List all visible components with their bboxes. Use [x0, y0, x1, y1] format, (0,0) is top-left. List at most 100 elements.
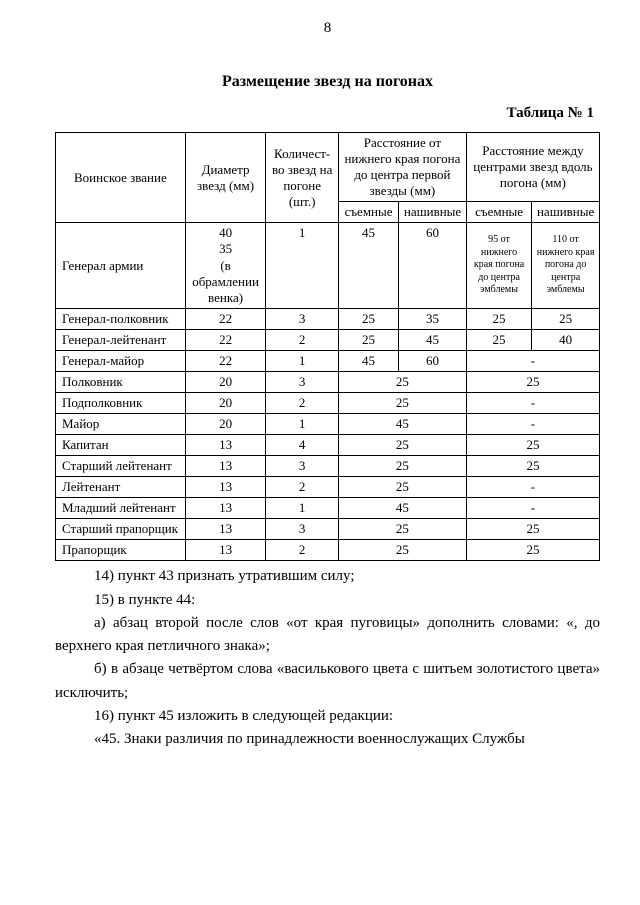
cell: 25 [466, 456, 599, 477]
cell-rank: Подполковник [56, 393, 186, 414]
body-text: 14) пункт 43 признать утратившим силу; 1… [55, 565, 600, 751]
cell-rank: Генерал-полковник [56, 309, 186, 330]
cell: 22 [185, 351, 266, 372]
diameter-multiline: 40 35 (в обрамлении венка) [190, 225, 262, 306]
col-rank: Воинское звание [56, 133, 186, 223]
table-label: Таблица № 1 [55, 105, 600, 122]
cell: 45 [338, 498, 466, 519]
cell-rank: Генерал армии [56, 223, 186, 309]
cell: 3 [266, 372, 339, 393]
cell: 25 [338, 309, 398, 330]
table-row: Младший лейтенант 13 1 45 - [56, 498, 600, 519]
cell: 1 [266, 498, 339, 519]
table-row: Генерал-лейтенант 22 2 25 45 25 40 [56, 330, 600, 351]
cell: 25 [338, 519, 466, 540]
cell: 13 [185, 456, 266, 477]
table-row: Старший лейтенант 13 3 25 25 [56, 456, 600, 477]
cell-rank: Капитан [56, 435, 186, 456]
cell: 25 [466, 540, 599, 561]
cell-rank: Лейтенант [56, 477, 186, 498]
cell-rank: Майор [56, 414, 186, 435]
table-row: Подполковник 20 2 25 - [56, 393, 600, 414]
cell: 25 [338, 477, 466, 498]
table-row: Генерал-полковник 22 3 25 35 25 25 [56, 309, 600, 330]
cell: 20 [185, 393, 266, 414]
paragraph: б) в абзаце четвёртом слова «васильковог… [55, 658, 600, 705]
col-dist-between: Расстояние между центрами звезд вдоль по… [466, 133, 599, 202]
cell: 2 [266, 477, 339, 498]
cell: - [466, 351, 599, 372]
cell-dc-s: 110 от нижнего края погона до центра эмб… [532, 223, 600, 309]
subcol-sewn-2: нашивные [532, 202, 600, 223]
table-row: Старший прапорщик 13 3 25 25 [56, 519, 600, 540]
specs-table: Воинское звание Диаметр звезд (мм) Колич… [55, 132, 600, 561]
cell-rank: Младший лейтенант [56, 498, 186, 519]
row-general-army: Генерал армии 40 35 (в обрамлении венка)… [56, 223, 600, 309]
cell: 25 [338, 435, 466, 456]
cell: 60 [399, 351, 467, 372]
cell: 25 [338, 330, 398, 351]
cell-db-s: 60 [399, 223, 467, 309]
cell: 45 [399, 330, 467, 351]
cell: 25 [338, 540, 466, 561]
cell-rank: Старший прапорщик [56, 519, 186, 540]
cell: 25 [466, 330, 531, 351]
page-title: Размещение звезд на погонах [55, 73, 600, 91]
cell: 2 [266, 540, 339, 561]
cell-rank: Старший лейтенант [56, 456, 186, 477]
cell: 20 [185, 414, 266, 435]
cell: 22 [185, 309, 266, 330]
col-count: Количест-во звезд на погоне (шт.) [266, 133, 339, 223]
col-diameter: Диаметр звезд (мм) [185, 133, 266, 223]
subcol-removable-1: съемные [338, 202, 398, 223]
paragraph: 14) пункт 43 признать утратившим силу; [55, 565, 600, 588]
cell-diameter: 40 35 (в обрамлении венка) [185, 223, 266, 309]
cell: 40 [532, 330, 600, 351]
page: 8 Размещение звезд на погонах Таблица № … [0, 0, 640, 781]
table-row: Капитан 13 4 25 25 [56, 435, 600, 456]
cell: 45 [338, 351, 398, 372]
cell: 13 [185, 519, 266, 540]
table-row: Лейтенант 13 2 25 - [56, 477, 600, 498]
paragraph: 15) в пункте 44: [55, 589, 600, 612]
cell: 13 [185, 477, 266, 498]
cell: 20 [185, 372, 266, 393]
cell: - [466, 498, 599, 519]
cell: 2 [266, 393, 339, 414]
cell-rank: Генерал-лейтенант [56, 330, 186, 351]
subcol-sewn-1: нашивные [399, 202, 467, 223]
cell: 1 [266, 414, 339, 435]
cell-rank: Полковник [56, 372, 186, 393]
cell: 25 [338, 393, 466, 414]
cell: - [466, 393, 599, 414]
cell: 35 [399, 309, 467, 330]
cell: 2 [266, 330, 339, 351]
cell-dc-r: 95 от нижнего края погона до центра эмбл… [466, 223, 531, 309]
table-row: Полковник 20 3 25 25 [56, 372, 600, 393]
table-row: Прапорщик 13 2 25 25 [56, 540, 600, 561]
cell-db-r: 45 [338, 223, 398, 309]
cell: 4 [266, 435, 339, 456]
cell: - [466, 477, 599, 498]
cell: 25 [466, 372, 599, 393]
table-body: Генерал армии 40 35 (в обрамлении венка)… [56, 223, 600, 561]
cell-rank: Генерал-майор [56, 351, 186, 372]
page-number: 8 [55, 20, 600, 37]
paragraph: а) абзац второй после слов «от края пуго… [55, 612, 600, 659]
cell: 3 [266, 309, 339, 330]
cell: 3 [266, 519, 339, 540]
cell: 13 [185, 435, 266, 456]
cell: 1 [266, 351, 339, 372]
cell: 22 [185, 330, 266, 351]
cell: 25 [466, 435, 599, 456]
cell: 25 [338, 456, 466, 477]
cell-rank: Прапорщик [56, 540, 186, 561]
cell: 3 [266, 456, 339, 477]
cell: 13 [185, 498, 266, 519]
table-row: Генерал-майор 22 1 45 60 - [56, 351, 600, 372]
subcol-removable-2: съемные [466, 202, 531, 223]
col-dist-bottom: Расстояние от нижнего края погона до цен… [338, 133, 466, 202]
paragraph: 16) пункт 45 изложить в следующей редакц… [55, 705, 600, 728]
cell-count: 1 [266, 223, 339, 309]
cell: 25 [466, 309, 531, 330]
